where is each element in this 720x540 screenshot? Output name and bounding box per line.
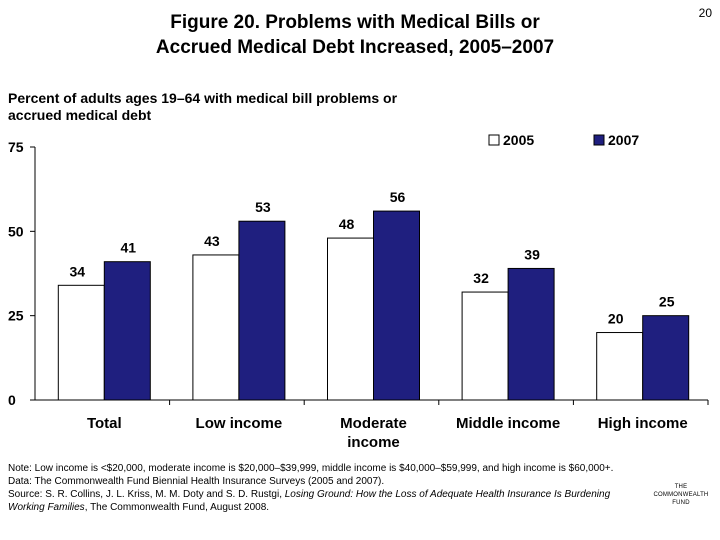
data-label-2005: 48 — [339, 216, 355, 232]
chart-subtitle: Percent of adults ages 19–64 with medica… — [8, 90, 478, 124]
source-title: Losing Ground: How the Loss of Adequate … — [8, 489, 611, 513]
data-label-2005: 32 — [473, 270, 489, 286]
bar-2007 — [103, 261, 151, 401]
bar-chart: 0 25 50 75 Total Low income Moderate income Midd… — [8, 132, 709, 451]
subtitle-line-1: Percent of adults ages 19–64 with medica… — [8, 90, 398, 106]
data-label-2005: 20 — [608, 311, 624, 327]
x-category-label: Middle income — [456, 415, 560, 432]
legend-label-2007: 2007 — [608, 132, 639, 148]
y-tick-label: 25 — [8, 308, 24, 324]
commonwealth-fund-logo: THE COMMONWEALTH FUND — [648, 483, 714, 507]
legend-label-2005: 2005 — [503, 132, 534, 148]
logo-line-2: COMMONWEALTH — [653, 492, 709, 498]
logo-line-3: FUND — [672, 500, 690, 506]
figure-title: Figure 20. Problems with Medical Bills o… — [0, 10, 720, 60]
legend-swatch-2007 — [593, 134, 605, 146]
bar-2005 — [57, 284, 105, 401]
x-category-label: income — [347, 434, 400, 451]
source-citation: Source: S. R. Collins, J. L. Kriss, M. M… — [8, 488, 628, 514]
chart-data-labels: 34 41 43 53 48 56 32 39 20 25 — [70, 189, 675, 326]
x-category-label: Total — [87, 415, 122, 432]
data-label-2007: 41 — [121, 240, 137, 256]
bar-2005 — [192, 254, 240, 401]
y-tick-label: 0 — [8, 392, 16, 408]
data-label-2007: 39 — [524, 246, 540, 262]
page-number: 20 — [698, 6, 712, 20]
y-tick-label: 50 — [8, 223, 24, 239]
x-category-label: Low income — [196, 415, 283, 432]
figure-notes: Note: Low income is <$20,000, moderate i… — [8, 462, 628, 514]
chart-axes: 0 25 50 75 Total Low income Moderate income Midd… — [8, 139, 709, 451]
legend-swatch-2005 — [488, 134, 500, 146]
chart-bars — [57, 210, 690, 401]
x-category-label: Moderate — [340, 415, 407, 432]
source-prefix: Source: S. R. Collins, J. L. Kriss, M. M… — [8, 489, 285, 500]
data-label-2007: 53 — [255, 199, 271, 215]
note-text: Note: Low income is <$20,000, moderate i… — [8, 463, 614, 474]
title-line-2: Accrued Medical Debt Increased, 2005–200… — [155, 37, 555, 58]
bar-2005 — [327, 237, 374, 401]
data-label-2007: 56 — [390, 189, 406, 205]
subtitle-line-2: accrued medical debt — [8, 107, 152, 123]
y-tick-label: 75 — [8, 139, 24, 155]
data-source-text: Data: The Commonwealth Fund Biennial Hea… — [8, 476, 385, 487]
logo-line-1: THE — [674, 484, 688, 490]
title-line-1: Figure 20. Problems with Medical Bills o… — [170, 12, 540, 33]
bar-2005 — [461, 291, 509, 401]
bar-2007 — [238, 220, 286, 401]
data-label-2007: 25 — [659, 294, 675, 310]
bar-2007 — [373, 210, 420, 401]
bar-2007 — [642, 315, 690, 401]
data-label-2005: 43 — [204, 233, 220, 249]
bar-2005 — [596, 332, 644, 401]
bar-2007 — [507, 267, 555, 401]
chart-legend: 2005 2007 — [488, 132, 639, 148]
x-category-label: High income — [598, 415, 688, 432]
data-label-2005: 34 — [70, 263, 86, 279]
source-suffix: , The Commonwealth Fund, August 2008. — [84, 502, 270, 513]
